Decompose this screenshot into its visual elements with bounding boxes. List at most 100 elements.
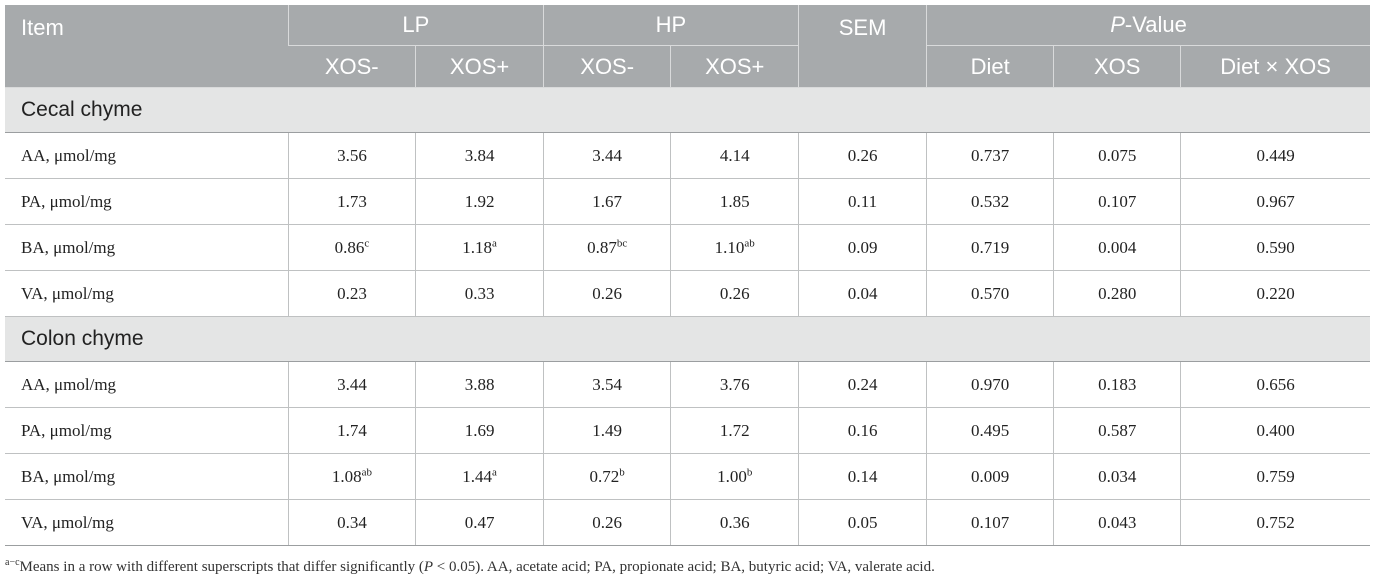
cell-value: 0.26 bbox=[719, 283, 750, 303]
cell-hp-xos-minus: 0.72b bbox=[542, 453, 671, 500]
header-lp: LP bbox=[287, 5, 544, 46]
cell-diet-pvalue: 0.009 bbox=[926, 453, 1054, 500]
cell-diet-x-xos-pvalue: 0.752 bbox=[1180, 499, 1370, 546]
cell-value: 0.72 bbox=[589, 466, 620, 486]
cell-diet-x-xos-pvalue: 0.967 bbox=[1180, 178, 1370, 225]
cell-hp-xos-minus: 3.54 bbox=[542, 361, 671, 408]
table-row: PA, μmol/mg 1.73 1.92 1.67 1.85 0.11 0.532 0.10… bbox=[5, 178, 1370, 225]
cell-sem: 0.05 bbox=[798, 499, 927, 546]
footnote-p: P bbox=[423, 559, 434, 575]
header-hp: HP bbox=[542, 5, 799, 46]
significance-superscript: a bbox=[492, 465, 497, 478]
cell-diet-pvalue: 0.737 bbox=[926, 132, 1054, 179]
cell-lp-xos-plus: 1.92 bbox=[415, 178, 544, 225]
cell-diet-x-xos-pvalue: 0.656 bbox=[1180, 361, 1370, 408]
footnote-text-before: Means in a row with different superscrip… bbox=[19, 559, 424, 575]
cell-diet-pvalue: 0.495 bbox=[926, 407, 1054, 454]
table-row: BA, μmol/mg 1.08ab 1.44a 0.72b 1.00b 0.14 0.00… bbox=[5, 453, 1370, 500]
cell-value: 0.26 bbox=[592, 283, 623, 303]
results-table-container: Item LP HP SEM P-Value XOS- XOS+ XOS- XO… bbox=[5, 5, 1370, 546]
cell-value: 0.34 bbox=[337, 512, 367, 532]
cell-value: 1.92 bbox=[464, 191, 495, 211]
header-diet-x-xos: Diet × XOS bbox=[1180, 45, 1370, 88]
cell-lp-xos-plus: 3.84 bbox=[415, 132, 544, 179]
cell-xos-pvalue: 0.043 bbox=[1053, 499, 1181, 546]
cell-lp-xos-plus: 1.44a bbox=[415, 453, 544, 500]
row-label: VA, μmol/mg bbox=[5, 499, 289, 546]
results-table: Item LP HP SEM P-Value XOS- XOS+ XOS- XO… bbox=[5, 5, 1370, 546]
significance-superscript: a bbox=[492, 236, 497, 249]
cell-value: 1.18 bbox=[462, 237, 492, 257]
cell-hp-xos-plus: 1.72 bbox=[670, 407, 799, 454]
cell-lp-xos-plus: 3.88 bbox=[415, 361, 544, 408]
header-hp-xos-minus: XOS- bbox=[542, 45, 671, 88]
cell-lp-xos-plus: 1.69 bbox=[415, 407, 544, 454]
cell-xos-pvalue: 0.004 bbox=[1053, 224, 1181, 271]
header-hp-xos-plus: XOS+ bbox=[670, 45, 799, 88]
cell-xos-pvalue: 0.183 bbox=[1053, 361, 1181, 408]
cell-sem: 0.24 bbox=[798, 361, 927, 408]
cell-hp-xos-plus: 1.00b bbox=[670, 453, 799, 500]
table-row: AA, μmol/mg 3.56 3.84 3.44 4.14 0.26 0.737 0.07… bbox=[5, 132, 1370, 179]
cell-lp-xos-minus: 1.73 bbox=[287, 178, 416, 225]
cell-hp-xos-plus: 4.14 bbox=[670, 132, 799, 179]
cell-hp-xos-minus: 1.49 bbox=[542, 407, 671, 454]
cell-hp-xos-minus: 0.26 bbox=[542, 499, 671, 546]
cell-lp-xos-minus: 0.86c bbox=[287, 224, 416, 271]
cell-hp-xos-minus: 3.44 bbox=[542, 132, 671, 179]
cell-hp-xos-minus: 1.67 bbox=[542, 178, 671, 225]
cell-value: 1.74 bbox=[337, 420, 367, 440]
table-header: Item LP HP SEM P-Value XOS- XOS+ XOS- XO… bbox=[5, 5, 1370, 88]
cell-value: 0.87 bbox=[587, 237, 617, 257]
header-lp-xos-plus: XOS+ bbox=[415, 45, 544, 88]
section-row: Cecal chyme bbox=[5, 87, 1370, 133]
cell-sem: 0.04 bbox=[798, 270, 927, 317]
header-diet: Diet bbox=[926, 45, 1054, 88]
cell-lp-xos-minus: 3.56 bbox=[287, 132, 416, 179]
cell-lp-xos-minus: 1.74 bbox=[287, 407, 416, 454]
cell-value: 1.00 bbox=[717, 466, 747, 486]
cell-lp-xos-plus: 0.47 bbox=[415, 499, 544, 546]
header-xos: XOS bbox=[1053, 45, 1181, 88]
cell-hp-xos-minus: 0.87bc bbox=[542, 224, 671, 271]
table-body: Cecal chyme AA, μmol/mg 3.56 3.84 3.44 4.14 0.… bbox=[5, 87, 1370, 546]
significance-superscript: ab bbox=[744, 236, 755, 249]
row-label: VA, μmol/mg bbox=[5, 270, 289, 317]
cell-diet-x-xos-pvalue: 0.590 bbox=[1180, 224, 1370, 271]
cell-xos-pvalue: 0.587 bbox=[1053, 407, 1181, 454]
header-sem: SEM bbox=[798, 5, 927, 88]
header-lp-xos-minus: XOS- bbox=[288, 45, 416, 88]
cell-hp-xos-plus: 0.36 bbox=[670, 499, 799, 546]
significance-superscript: ab bbox=[361, 465, 373, 478]
cell-diet-pvalue: 0.570 bbox=[926, 270, 1054, 317]
cell-sem: 0.26 bbox=[798, 132, 927, 179]
cell-value: 4.14 bbox=[719, 145, 750, 165]
cell-lp-xos-minus: 0.34 bbox=[287, 499, 416, 546]
cell-value: 3.84 bbox=[464, 145, 495, 165]
header-pvalue: P-Value bbox=[926, 5, 1370, 46]
cell-lp-xos-plus: 1.18a bbox=[415, 224, 544, 271]
cell-diet-pvalue: 0.107 bbox=[926, 499, 1054, 546]
cell-value: 3.76 bbox=[719, 374, 750, 394]
cell-value: 1.49 bbox=[592, 420, 623, 440]
header-item: Item bbox=[5, 5, 289, 88]
cell-value: 1.69 bbox=[464, 420, 495, 440]
footnote-text-after: < 0.05). AA, acetate acid; PA, propionat… bbox=[433, 559, 935, 575]
cell-value: 1.85 bbox=[719, 191, 750, 211]
cell-value: 0.23 bbox=[337, 283, 367, 303]
cell-diet-x-xos-pvalue: 0.400 bbox=[1180, 407, 1370, 454]
row-label: BA, μmol/mg bbox=[5, 224, 289, 271]
header-pvalue-rest: -Value bbox=[1124, 12, 1187, 37]
cell-value: 1.08 bbox=[331, 466, 362, 486]
cell-value: 3.44 bbox=[337, 374, 367, 394]
table-row: VA, μmol/mg 0.23 0.33 0.26 0.26 0.04 0.570 0.28… bbox=[5, 270, 1370, 317]
section-title: Cecal chyme bbox=[5, 87, 1370, 133]
table-row: VA, μmol/mg 0.34 0.47 0.26 0.36 0.05 0.107 0.04… bbox=[5, 499, 1370, 546]
section-title: Colon chyme bbox=[5, 316, 1370, 362]
cell-value: 3.44 bbox=[592, 145, 623, 165]
cell-value: 3.56 bbox=[337, 145, 367, 165]
row-label: BA, μmol/mg bbox=[5, 453, 289, 500]
cell-diet-pvalue: 0.970 bbox=[926, 361, 1054, 408]
cell-sem: 0.09 bbox=[798, 224, 927, 271]
cell-hp-xos-plus: 3.76 bbox=[670, 361, 799, 408]
